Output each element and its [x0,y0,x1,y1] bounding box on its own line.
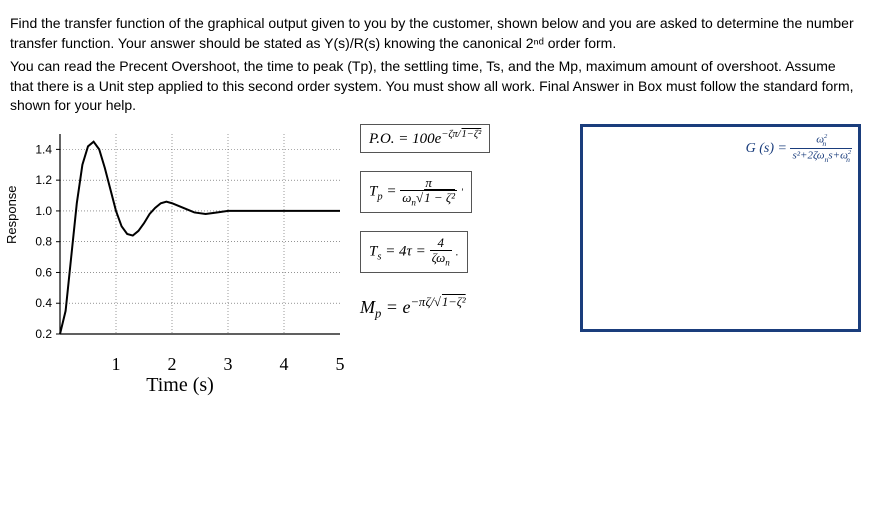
formula-ts: Ts = 4τ = 4ζωn . [360,231,468,273]
svg-text:1.2: 1.2 [35,173,52,187]
problem-p2: You can read the Precent Overshoot, the … [10,57,861,116]
svg-text:0.2: 0.2 [35,327,52,341]
chart-region: Response 0.20.40.60.81.01.21.4 12345 Tim… [10,124,350,397]
svg-text:1.0: 1.0 [35,204,52,218]
formula-tp: Tp = πωn√1 − ζ² ' [360,171,472,213]
formula-po: P.O. = 100e−ζπ/1−ζ² [360,124,490,153]
svg-text:0.4: 0.4 [35,296,52,310]
svg-text:1.4: 1.4 [35,142,52,156]
answer-box: G (s) = ω2n s²+2ζωns+ω2n [580,124,861,332]
formula-mp: Mp = e−πζ/√1−ζ² [360,295,466,322]
svg-text:0.6: 0.6 [35,265,52,279]
y-axis-label: Response [4,185,19,244]
x-ticks-handwritten: 12345 [10,354,350,378]
response-chart: 0.2 0.4 0.6 0.8 1.0 1.2 1.4 [10,124,350,354]
svg-text:0.8: 0.8 [35,235,52,249]
problem-p1: Find the transfer function of the graphi… [10,14,861,53]
answer-column: G (s) = ω2n s²+2ζωns+ω2n [580,124,861,397]
formula-column: P.O. = 100e−ζπ/1−ζ² Tp = πωn√1 − ζ² ' Ts… [360,124,570,397]
gs-label: G (s) = [746,141,787,156]
problem-text: Find the transfer function of the graphi… [10,14,861,116]
formula-gs: G (s) = ω2n s²+2ζωns+ω2n [589,133,852,165]
